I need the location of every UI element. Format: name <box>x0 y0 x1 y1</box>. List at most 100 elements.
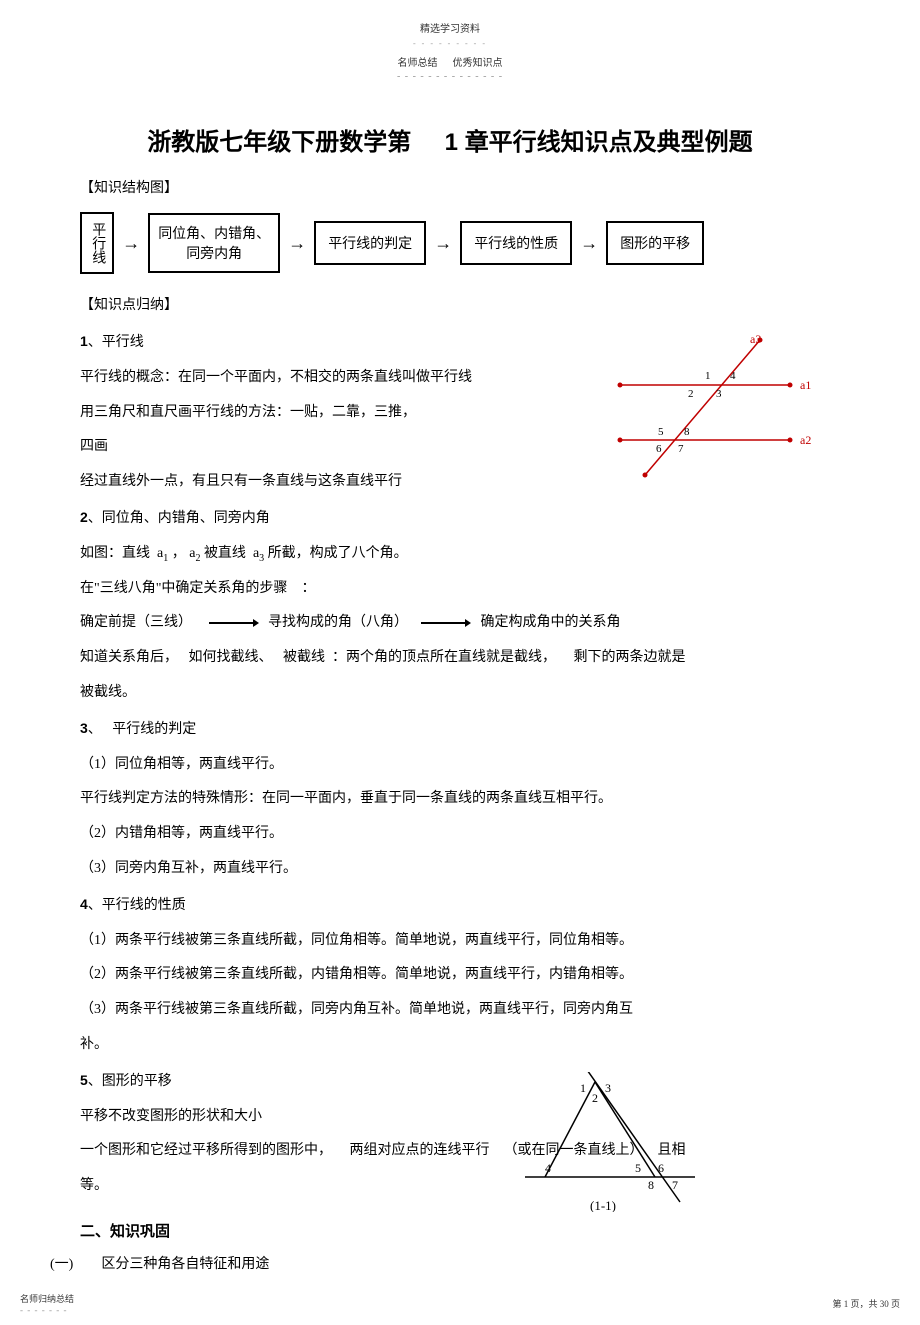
tri-n5: 5 <box>635 1161 641 1175</box>
s2-l3a: 确定前提（三线） <box>80 615 192 630</box>
angle-6: 6 <box>656 443 662 455</box>
section2-title: 二、知识巩固 <box>80 1220 820 1241</box>
s3-num: 3 <box>80 720 88 736</box>
tri-n1: 1 <box>580 1081 586 1095</box>
angle-3: 3 <box>716 388 722 400</box>
tri-n3: 3 <box>605 1081 611 1095</box>
section2-sub-text: 区分三种角各自特征和用途 <box>101 1257 269 1272</box>
s5-l3: 等。 <box>80 1171 820 1202</box>
s4-title: 4、平行线的性质 <box>80 889 820 922</box>
label-a1: a1 <box>800 378 811 392</box>
s4-l2: （2）两条平行线被第三条直线所截，内错角相等。简单地说，两直线平行，内错角相等。 <box>80 960 820 991</box>
s3-title: 3、 平行线的判定 <box>80 713 820 746</box>
arrow-icon: → <box>288 233 306 254</box>
s2-l2-text: 在"三线八角"中确定关系角的步骤 <box>80 581 287 596</box>
s4-num: 4 <box>80 896 88 912</box>
s2-l2: 在"三线八角"中确定关系角的步骤 ： <box>80 574 820 605</box>
angle-4: 4 <box>730 370 736 382</box>
angle-5: 5 <box>658 426 664 438</box>
header-sub-right: 优秀知识点 <box>453 58 503 69</box>
flow-box-5: 图形的平移 <box>606 221 704 265</box>
angles-diagram: a1 a2 a3 1 2 3 4 5 6 7 8 <box>600 335 820 485</box>
structure-label: 【知识结构图】 <box>80 177 820 197</box>
tri-n7: 7 <box>672 1178 678 1192</box>
s4-l4: 补。 <box>80 1030 820 1061</box>
header-dots: - - - - - - - - - <box>80 39 820 48</box>
s2-l4: 知道关系角后， 如何找截线、 被截线 ：两个角的顶点所在直线就是截线， 剩下的两… <box>80 643 820 674</box>
section2-sub: (一) 区分三种角各自特征和用途 <box>50 1253 820 1273</box>
flow-box-2-l1: 同位角、内错角、 <box>158 223 270 243</box>
s3-l3: （2）内错角相等，两直线平行。 <box>80 819 820 850</box>
page-header-top: 精选学习资料 <box>80 20 820 35</box>
s2-num: 2 <box>80 509 88 525</box>
s3-l2: 平行线判定方法的特殊情形：在同一平面内，垂直于同一条直线的两条直线互相平行。 <box>80 784 820 815</box>
flow-box-2-l2: 同旁内角 <box>158 243 270 263</box>
flow-box-3: 平行线的判定 <box>314 221 426 265</box>
s2-l3c: 确定构成角中的关系角 <box>481 615 621 630</box>
s5-l2: 一个图形和它经过平移所得到的图形中， 两组对应点的连线平行 （或在同一条直线上）… <box>80 1136 820 1167</box>
s2-l4d: ：两个角的顶点所在直线就是截线， <box>332 650 556 665</box>
flowchart: 平行线 → 同位角、内错角、 同旁内角 → 平行线的判定 → 平行线的性质 → … <box>80 212 820 274</box>
s2-l5: 被截线。 <box>80 678 820 709</box>
s5-num: 5 <box>80 1072 88 1088</box>
flow-box-4: 平行线的性质 <box>460 221 572 265</box>
s2-l4c: 被截线 <box>283 650 325 665</box>
angle-1: 1 <box>705 370 711 382</box>
s3-l1: （1）同位角相等，两直线平行。 <box>80 750 820 781</box>
s5-title: 5、图形的平移 <box>80 1065 820 1098</box>
s2-l3b: 寻找构成的角（八角） <box>268 615 408 630</box>
s2-l1g: 所截，构成了八个角。 <box>268 546 408 561</box>
angle-8: 8 <box>684 426 690 438</box>
s2-l4e: 剩下的两条边就是 <box>574 650 686 665</box>
s2-l2b: ： <box>301 581 315 596</box>
title-part2: 1 <box>445 129 458 156</box>
flow-box-2: 同位角、内错角、 同旁内角 <box>148 213 280 273</box>
s2-l1a: 如图：直线 <box>80 546 150 561</box>
tri-n8: 8 <box>648 1178 654 1192</box>
header-sub-left: 名师总结 <box>398 58 438 69</box>
arrow-icon: → <box>580 233 598 254</box>
footer-right: 第 1 页，共 30 页 <box>832 1297 900 1310</box>
long-arrow-icon <box>209 618 259 628</box>
s2-l1: 如图：直线 a1 ， a2 被直线 a3 所截，构成了八个角。 <box>80 539 820 570</box>
angle-2: 2 <box>688 388 694 400</box>
s4-title-text: 、平行线的性质 <box>88 898 186 913</box>
s3-l4: （3）同旁内角互补，两直线平行。 <box>80 854 820 885</box>
s1-num: 1 <box>80 333 88 349</box>
angle-7: 7 <box>678 443 684 455</box>
s2-l4a: 知道关系角后， <box>80 650 178 665</box>
triangle-diagram: 1 2 3 4 5 6 7 8 (1-1) <box>520 1072 700 1212</box>
label-a3: a3 <box>750 335 761 346</box>
s2-title-text: 、同位角、内错角、同旁内角 <box>88 511 270 526</box>
tri-caption: (1-1) <box>590 1198 616 1212</box>
page-header-sub: 名师总结 优秀知识点 <box>80 54 820 69</box>
tri-n6: 6 <box>658 1161 664 1175</box>
title-part1: 浙教版七年级下册数学第 <box>147 129 411 156</box>
s2-l3: 确定前提（三线） 寻找构成的角（八角） 确定构成角中的关系角 <box>80 608 820 639</box>
points-label: 【知识点归纳】 <box>80 294 820 314</box>
s2-title: 2、同位角、内错角、同旁内角 <box>80 502 820 535</box>
long-arrow-icon <box>421 618 471 628</box>
s3-dot: 、 <box>88 722 102 737</box>
s5-l1: 平移不改变图形的形状和大小 <box>80 1102 820 1133</box>
s3-title-text: 平行线的判定 <box>112 722 196 737</box>
s5-l2b: 两组对应点的连线平行 <box>350 1143 490 1158</box>
tri-n2: 2 <box>592 1091 598 1105</box>
s2-l1e: 被直线 <box>204 546 246 561</box>
arrow-icon: → <box>122 233 140 254</box>
s4-l3: （3）两条平行线被第三条直线所截，同旁内角互补。简单地说，两直线平行，同旁内角互 <box>80 995 820 1026</box>
title-part3: 章平行线知识点及典型例题 <box>465 129 753 156</box>
s5-l2a: 一个图形和它经过平移所得到的图形中， <box>80 1143 332 1158</box>
section2-sub-label: (一) <box>50 1257 73 1272</box>
s1-title-text: 、平行线 <box>88 335 144 350</box>
label-a2: a2 <box>800 433 811 447</box>
page-title: 浙教版七年级下册数学第 1 章平行线知识点及典型例题 <box>80 122 820 157</box>
s2-l1c: ， <box>172 546 186 561</box>
s2-l4b: 如何找截线、 <box>189 650 273 665</box>
arrow-icon: → <box>434 233 452 254</box>
flow-box-1: 平行线 <box>80 212 114 274</box>
footer-left: 名师归纳总结 - - - - - - - <box>20 1292 74 1315</box>
tri-n4: 4 <box>545 1161 551 1175</box>
s4-l1: （1）两条平行线被第三条直线所截，同位角相等。简单地说，两直线平行，同位角相等。 <box>80 926 820 957</box>
s5-title-text: 、图形的平移 <box>88 1074 172 1089</box>
